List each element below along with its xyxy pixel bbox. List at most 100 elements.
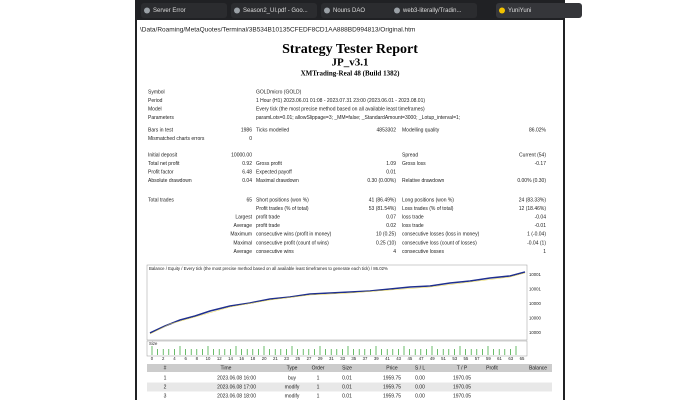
- y-label: 10000: [529, 301, 542, 306]
- tab-title[interactable]: YuniYuni: [508, 8, 531, 14]
- y-label: 10001: [529, 287, 542, 292]
- stat-value: 6.48: [242, 170, 252, 176]
- stat-label: Spread: [402, 152, 418, 158]
- table-cell: 1970.05: [453, 375, 471, 381]
- stat-label: Relative drawdown: [402, 178, 444, 184]
- table-cell: 2: [164, 384, 167, 390]
- stat-label: Gross profit: [256, 161, 282, 167]
- stat-value: 1 (-0.04): [527, 232, 546, 238]
- tab[interactable]: [231, 3, 317, 18]
- tab[interactable]: [141, 3, 227, 18]
- x-label: 49: [430, 356, 435, 361]
- x-label: 33: [340, 356, 345, 361]
- stat-label: Profit trades (% of total): [256, 206, 309, 212]
- report-subtitle: JP_v3.1: [332, 57, 369, 69]
- info-label: Model: [148, 106, 162, 112]
- stat-value: -0.04: [535, 215, 547, 221]
- stat-value: Average: [233, 223, 252, 229]
- x-label: 29: [318, 356, 323, 361]
- tab-title[interactable]: Server Error: [153, 8, 186, 14]
- x-label: 16: [239, 356, 244, 361]
- tab-title[interactable]: web3-literally/Tradin...: [402, 8, 462, 14]
- y-label: 10000: [529, 330, 542, 335]
- table-cell: 1959.75: [383, 393, 401, 399]
- stat-value: 12 (18.46%): [519, 206, 547, 212]
- table-cell: modify: [285, 384, 300, 390]
- tab-title[interactable]: Nouns DAO: [333, 8, 365, 14]
- tab-icon: [499, 7, 505, 14]
- x-label: 6: [184, 356, 187, 361]
- table-cell: 1: [317, 393, 320, 399]
- stat-value: 0.07: [386, 215, 396, 221]
- stat-value: 0.01: [386, 170, 396, 176]
- stat-label: Total trades: [148, 197, 174, 203]
- x-label: 43: [396, 356, 401, 361]
- stat-value: 0.30 (0.00%): [367, 178, 396, 184]
- stat-label: Absolute drawdown: [148, 178, 192, 184]
- x-label: 20: [262, 356, 267, 361]
- stat-value: -0.04 (1): [527, 240, 546, 246]
- table-cell: 2023.06.08 16:00: [217, 375, 256, 381]
- table-cell: 1: [317, 375, 320, 381]
- x-label: 31: [329, 356, 334, 361]
- table-cell: 1959.75: [383, 375, 401, 381]
- stat-label: Initial deposit: [148, 152, 178, 158]
- table-cell: 2023.06.08 17:00: [217, 384, 256, 390]
- table-header: Size: [342, 365, 352, 371]
- info-value: Every tick (the most precise method base…: [256, 106, 425, 112]
- x-label: 14: [228, 356, 233, 361]
- stat-value: 0.02: [386, 223, 396, 229]
- stat-label: Bars in test: [148, 127, 174, 133]
- table-header-bg: [147, 364, 552, 372]
- table-cell: 1970.05: [453, 393, 471, 399]
- tab-icon: [324, 7, 330, 14]
- x-label: 45: [407, 356, 412, 361]
- x-label: 37: [363, 356, 368, 361]
- stat-label: Ticks modelled: [256, 127, 289, 133]
- x-label: 18: [251, 356, 256, 361]
- equity-line: [149, 272, 526, 335]
- stat-value: 0.04: [242, 178, 252, 184]
- size-bars: [151, 346, 517, 355]
- stat-label: Profit factor: [148, 170, 174, 176]
- table-cell: 1959.75: [383, 384, 401, 390]
- stat-label: profit trade: [256, 215, 280, 221]
- address-bar[interactable]: [137, 20, 563, 38]
- stat-label: Short positions (won %): [256, 197, 309, 203]
- chart-legend: Balance / Equity / Every tick (the most …: [149, 266, 388, 271]
- url[interactable]: \Data/Roaming/MetaQuotes/Terminal/3B534B…: [140, 27, 415, 34]
- stat-label: Expected payoff: [256, 170, 292, 176]
- stat-label: consecutive losses (loss in money): [402, 232, 480, 238]
- stat-value: -0.01: [535, 223, 547, 229]
- table-header: Balance: [529, 365, 547, 371]
- stat-label: Modelling quality: [402, 127, 440, 133]
- stat-label: Total net profit: [148, 161, 180, 167]
- stat-label: consecutive wins (profit in money): [256, 232, 332, 238]
- tab[interactable]: [391, 3, 477, 18]
- y-label: 10000: [529, 316, 542, 321]
- tab[interactable]: [496, 3, 582, 18]
- tab-icon: [234, 7, 240, 14]
- table-cell: 0.00: [415, 384, 425, 390]
- stat-value: 0: [249, 136, 252, 142]
- x-label: 2: [162, 356, 165, 361]
- x-label: 57: [475, 356, 480, 361]
- stat-value: 86.02%: [529, 127, 547, 133]
- stat-value: 4853302: [377, 127, 397, 133]
- info-label: Parameters: [148, 115, 174, 121]
- tab[interactable]: [321, 3, 407, 18]
- stat-value: Maximum: [230, 232, 252, 238]
- table-header: #: [164, 365, 167, 371]
- stat-value: 0.92: [242, 161, 252, 167]
- table-header: Price: [386, 365, 398, 371]
- chart-frame: [146, 264, 528, 341]
- balance-line: [149, 271, 526, 334]
- stat-value: 10 (0.25): [376, 232, 396, 238]
- table-cell: 0.00: [415, 393, 425, 399]
- stat-label: Gross loss: [402, 161, 426, 167]
- stat-value: 24 (83.33%): [519, 197, 547, 203]
- tab-title[interactable]: Season2_UI.pdf - Goo...: [243, 8, 308, 14]
- info-value: GOLDmicro (GOLD): [256, 89, 302, 95]
- stat-value: 1986: [241, 127, 252, 133]
